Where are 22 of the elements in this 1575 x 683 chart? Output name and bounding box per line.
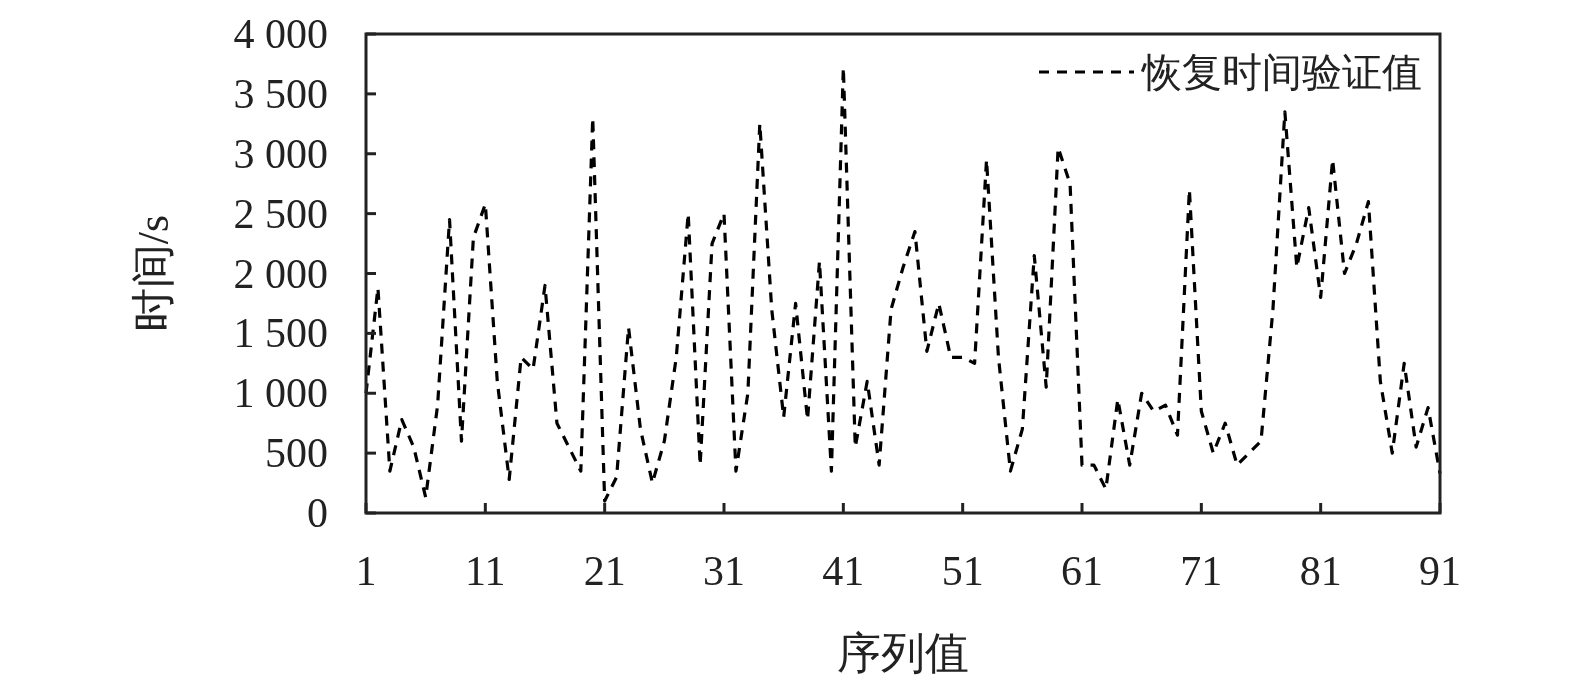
y-tick-label: 3 000 — [233, 130, 328, 177]
y-tick-label: 0 — [307, 490, 328, 536]
y-tick-label: 500 — [265, 430, 328, 477]
x-tick-label: 91 — [1419, 548, 1461, 594]
x-tick-label: 71 — [1180, 548, 1223, 594]
y-tick-label: 2 500 — [233, 190, 328, 237]
x-tick-label: 51 — [941, 548, 984, 594]
y-tick-label: 1 000 — [233, 370, 328, 417]
y-tick-label: 3 500 — [233, 70, 328, 117]
x-tick-label: 1 — [355, 548, 377, 594]
y-tick-label: 2 000 — [233, 250, 328, 297]
x-tick-label: 31 — [703, 548, 745, 594]
x-tick-label: 11 — [465, 548, 506, 594]
legend-label: 恢复时间验证值 — [1140, 50, 1422, 95]
x-tick-label: 81 — [1299, 548, 1342, 594]
y-tick-label: 4 000 — [233, 11, 328, 57]
x-tick-label: 21 — [583, 548, 626, 594]
x-tick-label: 41 — [822, 548, 865, 594]
x-tick-label: 61 — [1061, 548, 1103, 594]
y-axis-title: 时间/s — [129, 214, 178, 333]
x-axis-title: 序列值 — [837, 629, 969, 678]
y-tick-label: 1 500 — [233, 310, 328, 357]
